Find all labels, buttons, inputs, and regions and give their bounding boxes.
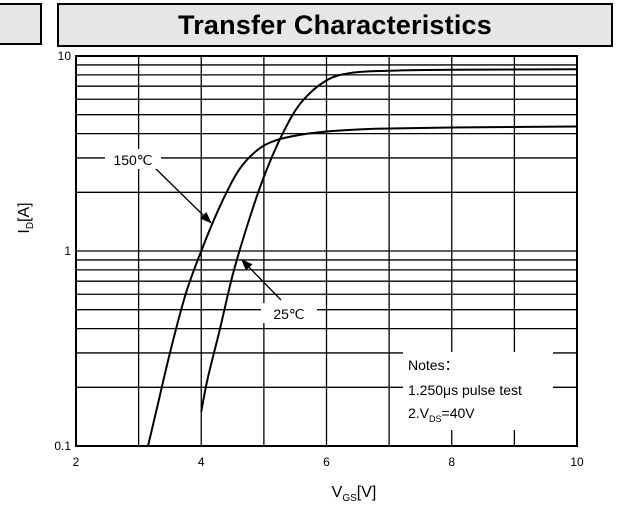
notes-box: Notes： 1.250μs pulse test 2.VDS=40V [403, 352, 553, 430]
y-axis-label: ID[A] [16, 202, 36, 233]
grid-lines [76, 56, 577, 446]
x-tick-label: 2 [73, 455, 80, 469]
series-line-150c [147, 125, 578, 447]
x-axis-label-sub: GS [342, 493, 357, 504]
y-tick-label: 1 [64, 244, 71, 258]
annotation-label: 25℃ [273, 306, 304, 322]
notes-line-2-sub: DS [429, 414, 442, 424]
annotation-arrow [154, 167, 212, 224]
adjacent-panel-edge [0, 3, 42, 45]
annotation-arrow [241, 258, 282, 301]
y-axis-label-unit: [A] [16, 202, 33, 222]
chart-title: Transfer Characteristics [178, 9, 492, 40]
x-axis-label-unit: [V] [357, 484, 377, 501]
x-tick-label: 6 [323, 455, 330, 469]
notes-background [403, 352, 553, 430]
x-axis-label: VGS[V] [332, 484, 377, 504]
tick-labels: 2 4 6 8 10 0.1 1 10 [54, 49, 584, 469]
notes-heading: Notes： [408, 357, 459, 373]
notes-line-2: 2.VDS=40V [408, 405, 475, 424]
chart-title-box: Transfer Characteristics [57, 3, 613, 47]
plot-frame [75, 55, 578, 447]
notes-line-2-main: 2.V [408, 405, 430, 421]
y-tick-label: 10 [58, 49, 72, 63]
y-axis-label-sub: D [25, 222, 36, 229]
notes-line-1: 1.250μs pulse test [408, 382, 522, 398]
x-axis-label-main: V [332, 484, 343, 501]
x-tick-label: 4 [198, 455, 205, 469]
annotation-label: 150℃ [113, 152, 152, 168]
x-tick-label: 8 [448, 455, 455, 469]
notes-line-2-rest: =40V [442, 405, 476, 421]
annotation-label-bg [105, 149, 161, 169]
y-tick-label: 0.1 [54, 439, 71, 453]
series-group [147, 68, 578, 447]
x-tick-label: 10 [570, 455, 584, 469]
annotation-label-bg [261, 303, 317, 323]
annotations: 150℃ 25℃ [105, 149, 317, 323]
y-axis-label-main: I [16, 229, 33, 233]
series-line-25c [200, 68, 578, 412]
